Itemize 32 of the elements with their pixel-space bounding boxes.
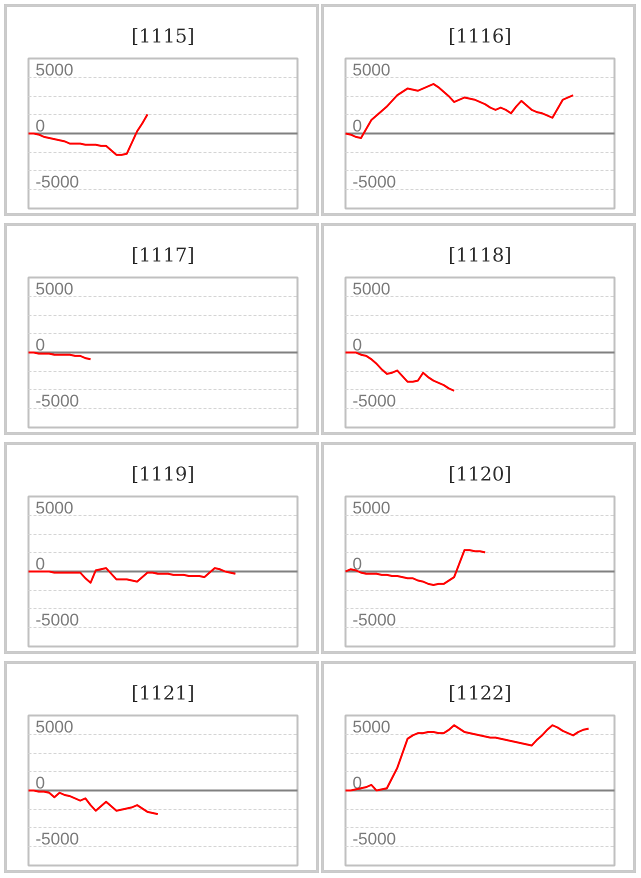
y-tick-label: 0: [36, 116, 45, 136]
y-tick-label: 5000: [352, 279, 390, 298]
chart-title: [1121]: [131, 682, 195, 704]
chart-title: [1115]: [131, 26, 195, 48]
y-tick-label: 0: [36, 774, 45, 792]
y-tick-label: 5000: [36, 60, 74, 80]
y-tick-label: -5000: [36, 610, 79, 630]
y-tick-label: -5000: [352, 392, 396, 411]
y-tick-label: 5000: [36, 498, 74, 518]
y-tick-label: -5000: [352, 610, 396, 630]
chart-title: [1118]: [448, 244, 512, 266]
y-tick-label: 0: [352, 116, 362, 136]
y-tick-label: -5000: [36, 172, 79, 192]
y-tick-label: 0: [352, 774, 362, 792]
y-tick-label: -5000: [352, 830, 396, 849]
y-tick-label: -5000: [352, 172, 396, 192]
y-tick-label: 0: [352, 554, 362, 574]
chart-title: [1122]: [448, 682, 512, 704]
y-tick-label: 0: [352, 336, 362, 354]
y-tick-label: 5000: [36, 279, 74, 298]
y-tick-label: 5000: [352, 60, 390, 80]
chart-title: [1120]: [448, 464, 512, 486]
y-tick-label: -5000: [36, 392, 79, 411]
y-tick-label: 5000: [352, 717, 390, 736]
y-tick-label: 0: [36, 336, 45, 354]
chart-title: [1117]: [131, 244, 195, 266]
chart-title: [1119]: [131, 464, 195, 486]
y-tick-label: 0: [36, 554, 45, 574]
y-tick-label: 5000: [36, 717, 74, 736]
y-tick-label: 5000: [352, 498, 390, 518]
chart-title: [1116]: [448, 26, 512, 48]
y-tick-label: -5000: [36, 830, 79, 849]
